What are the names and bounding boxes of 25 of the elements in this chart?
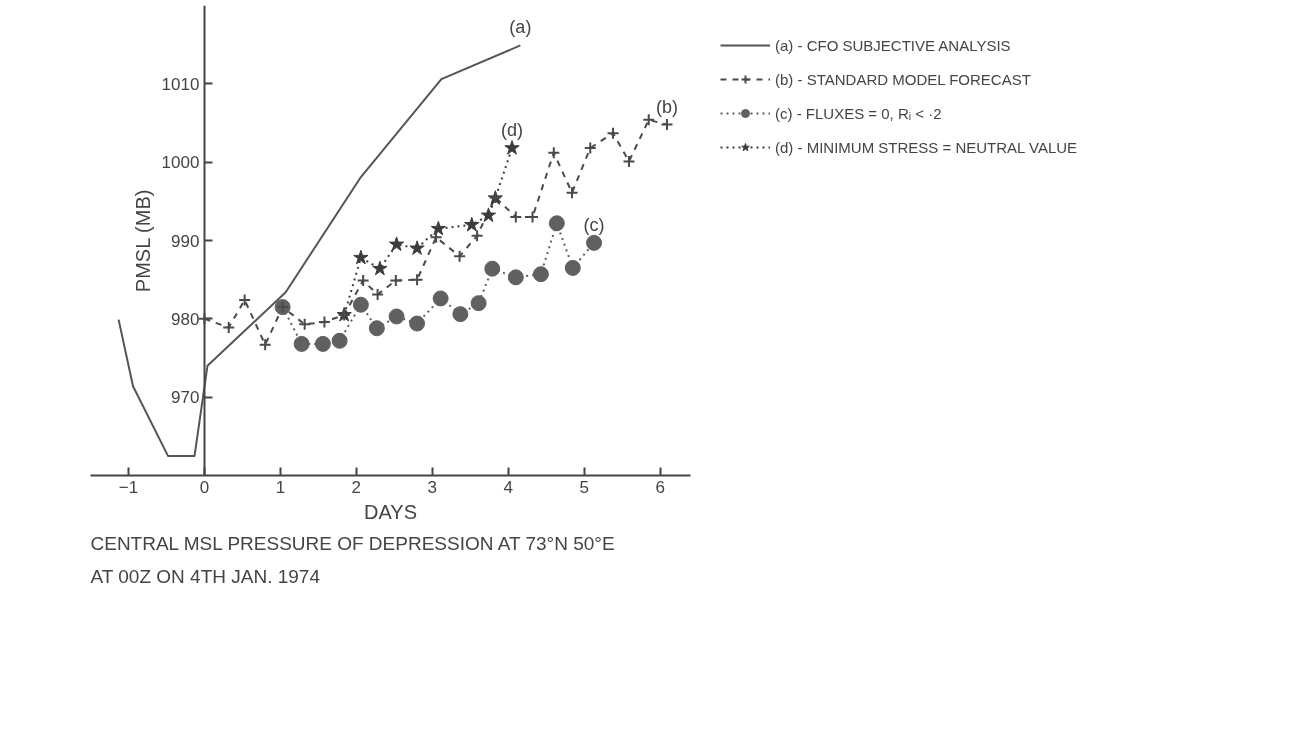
text: CENTRAL MSL PRESSURE OF DEPRESSION AT 73°N 50°E [90, 532, 615, 554]
legend-label: (c) - FLUXES = 0, Rᵢ < ·2 [775, 104, 942, 122]
legend-label: (b) - STANDARD MODEL FORECAST [775, 70, 1031, 88]
y-tick-label: 980 [171, 309, 200, 329]
y-tick-label: 990 [171, 231, 200, 251]
y-tick-label: 1000 [161, 153, 200, 173]
x-axis-title: DAYS [364, 500, 417, 523]
annotation: (a) [509, 17, 532, 38]
annotation: (d) [501, 120, 524, 141]
y-tick-label: 970 [171, 388, 200, 408]
x-tick-label: 1 [275, 477, 286, 497]
annotation: (b) [655, 96, 678, 117]
x-tick-label: −1 [118, 477, 139, 497]
y-tick-label: 1010 [161, 74, 200, 94]
x-tick-label: 5 [579, 477, 589, 497]
x-tick-label: 6 [655, 477, 665, 497]
x-tick-label: 4 [503, 477, 513, 497]
x-tick-label: 0 [199, 477, 210, 497]
legend-label: (d) - MINIMUM STRESS = NEUTRAL VALUE [775, 138, 1078, 156]
x-tick-label: 2 [351, 477, 362, 497]
x-tick-label: 3 [427, 477, 438, 497]
text: AT 00Z ON 4TH JAN. 1974 [90, 565, 321, 587]
y-axis-title: PMSL (MB) [131, 189, 154, 293]
annotation: (c) [583, 214, 605, 235]
legend-label: (a) - CFO SUBJECTIVE ANALYSIS [775, 36, 1011, 54]
